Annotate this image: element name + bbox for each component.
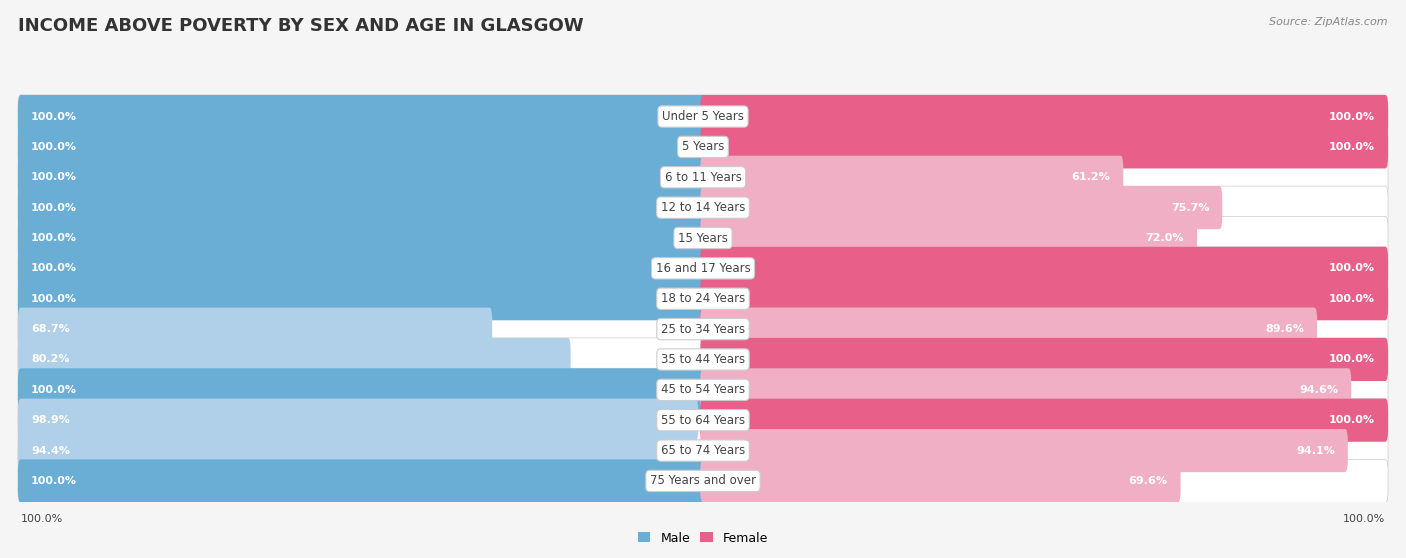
FancyBboxPatch shape (700, 247, 1388, 290)
Text: 100.0%: 100.0% (31, 294, 77, 304)
Text: 100.0%: 100.0% (1343, 514, 1385, 525)
Text: 18 to 24 Years: 18 to 24 Years (661, 292, 745, 305)
FancyBboxPatch shape (18, 217, 1388, 259)
FancyBboxPatch shape (18, 277, 706, 320)
Text: 35 to 44 Years: 35 to 44 Years (661, 353, 745, 366)
Text: 94.6%: 94.6% (1299, 385, 1339, 395)
Text: 100.0%: 100.0% (31, 385, 77, 395)
FancyBboxPatch shape (18, 307, 1388, 350)
Text: 45 to 54 Years: 45 to 54 Years (661, 383, 745, 396)
Text: 94.4%: 94.4% (31, 446, 70, 455)
Text: 100.0%: 100.0% (1329, 294, 1375, 304)
FancyBboxPatch shape (700, 368, 1351, 411)
Text: 100.0%: 100.0% (31, 172, 77, 182)
Text: 89.6%: 89.6% (1265, 324, 1305, 334)
FancyBboxPatch shape (18, 126, 1388, 169)
Text: 100.0%: 100.0% (1329, 142, 1375, 152)
Text: 100.0%: 100.0% (31, 203, 77, 213)
Text: 16 and 17 Years: 16 and 17 Years (655, 262, 751, 275)
Legend: Male, Female: Male, Female (633, 527, 773, 550)
FancyBboxPatch shape (18, 338, 571, 381)
Text: 75 Years and over: 75 Years and over (650, 474, 756, 488)
Text: 72.0%: 72.0% (1146, 233, 1184, 243)
Text: Under 5 Years: Under 5 Years (662, 110, 744, 123)
FancyBboxPatch shape (18, 186, 1388, 229)
FancyBboxPatch shape (18, 156, 1388, 199)
FancyBboxPatch shape (700, 95, 1388, 138)
FancyBboxPatch shape (18, 186, 706, 229)
FancyBboxPatch shape (700, 126, 1388, 169)
FancyBboxPatch shape (18, 429, 668, 472)
FancyBboxPatch shape (18, 95, 1388, 138)
Text: 12 to 14 Years: 12 to 14 Years (661, 201, 745, 214)
FancyBboxPatch shape (700, 459, 1181, 503)
Text: 100.0%: 100.0% (31, 263, 77, 273)
FancyBboxPatch shape (700, 277, 1388, 320)
Text: 94.1%: 94.1% (1296, 446, 1334, 455)
FancyBboxPatch shape (18, 247, 706, 290)
Text: 69.6%: 69.6% (1129, 476, 1167, 486)
FancyBboxPatch shape (18, 429, 1388, 472)
FancyBboxPatch shape (18, 247, 1388, 290)
Text: 61.2%: 61.2% (1071, 172, 1111, 182)
Text: 100.0%: 100.0% (31, 112, 77, 122)
Text: 25 to 34 Years: 25 to 34 Years (661, 323, 745, 335)
Text: 100.0%: 100.0% (31, 476, 77, 486)
Text: 6 to 11 Years: 6 to 11 Years (665, 171, 741, 184)
FancyBboxPatch shape (700, 398, 1388, 442)
FancyBboxPatch shape (18, 156, 706, 199)
FancyBboxPatch shape (18, 307, 492, 350)
Text: 100.0%: 100.0% (1329, 263, 1375, 273)
FancyBboxPatch shape (700, 217, 1197, 259)
FancyBboxPatch shape (18, 398, 1388, 442)
Text: 100.0%: 100.0% (1329, 354, 1375, 364)
FancyBboxPatch shape (18, 338, 1388, 381)
FancyBboxPatch shape (700, 307, 1317, 350)
Text: 15 Years: 15 Years (678, 232, 728, 244)
FancyBboxPatch shape (700, 338, 1388, 381)
FancyBboxPatch shape (18, 368, 706, 411)
FancyBboxPatch shape (18, 217, 706, 259)
Text: INCOME ABOVE POVERTY BY SEX AND AGE IN GLASGOW: INCOME ABOVE POVERTY BY SEX AND AGE IN G… (18, 17, 583, 35)
Text: 100.0%: 100.0% (31, 233, 77, 243)
Text: 65 to 74 Years: 65 to 74 Years (661, 444, 745, 457)
Text: 100.0%: 100.0% (21, 514, 63, 525)
FancyBboxPatch shape (18, 398, 699, 442)
Text: 100.0%: 100.0% (31, 142, 77, 152)
Text: 100.0%: 100.0% (1329, 112, 1375, 122)
Text: 80.2%: 80.2% (31, 354, 69, 364)
FancyBboxPatch shape (700, 186, 1222, 229)
Text: 75.7%: 75.7% (1171, 203, 1209, 213)
Text: 5 Years: 5 Years (682, 141, 724, 153)
FancyBboxPatch shape (18, 126, 706, 169)
FancyBboxPatch shape (18, 95, 706, 138)
Text: 55 to 64 Years: 55 to 64 Years (661, 413, 745, 427)
Text: Source: ZipAtlas.com: Source: ZipAtlas.com (1270, 17, 1388, 27)
FancyBboxPatch shape (700, 156, 1123, 199)
FancyBboxPatch shape (18, 368, 1388, 411)
FancyBboxPatch shape (18, 277, 1388, 320)
Text: 100.0%: 100.0% (1329, 415, 1375, 425)
FancyBboxPatch shape (18, 459, 706, 503)
FancyBboxPatch shape (700, 429, 1348, 472)
FancyBboxPatch shape (18, 459, 1388, 503)
Text: 68.7%: 68.7% (31, 324, 70, 334)
Text: 98.9%: 98.9% (31, 415, 70, 425)
